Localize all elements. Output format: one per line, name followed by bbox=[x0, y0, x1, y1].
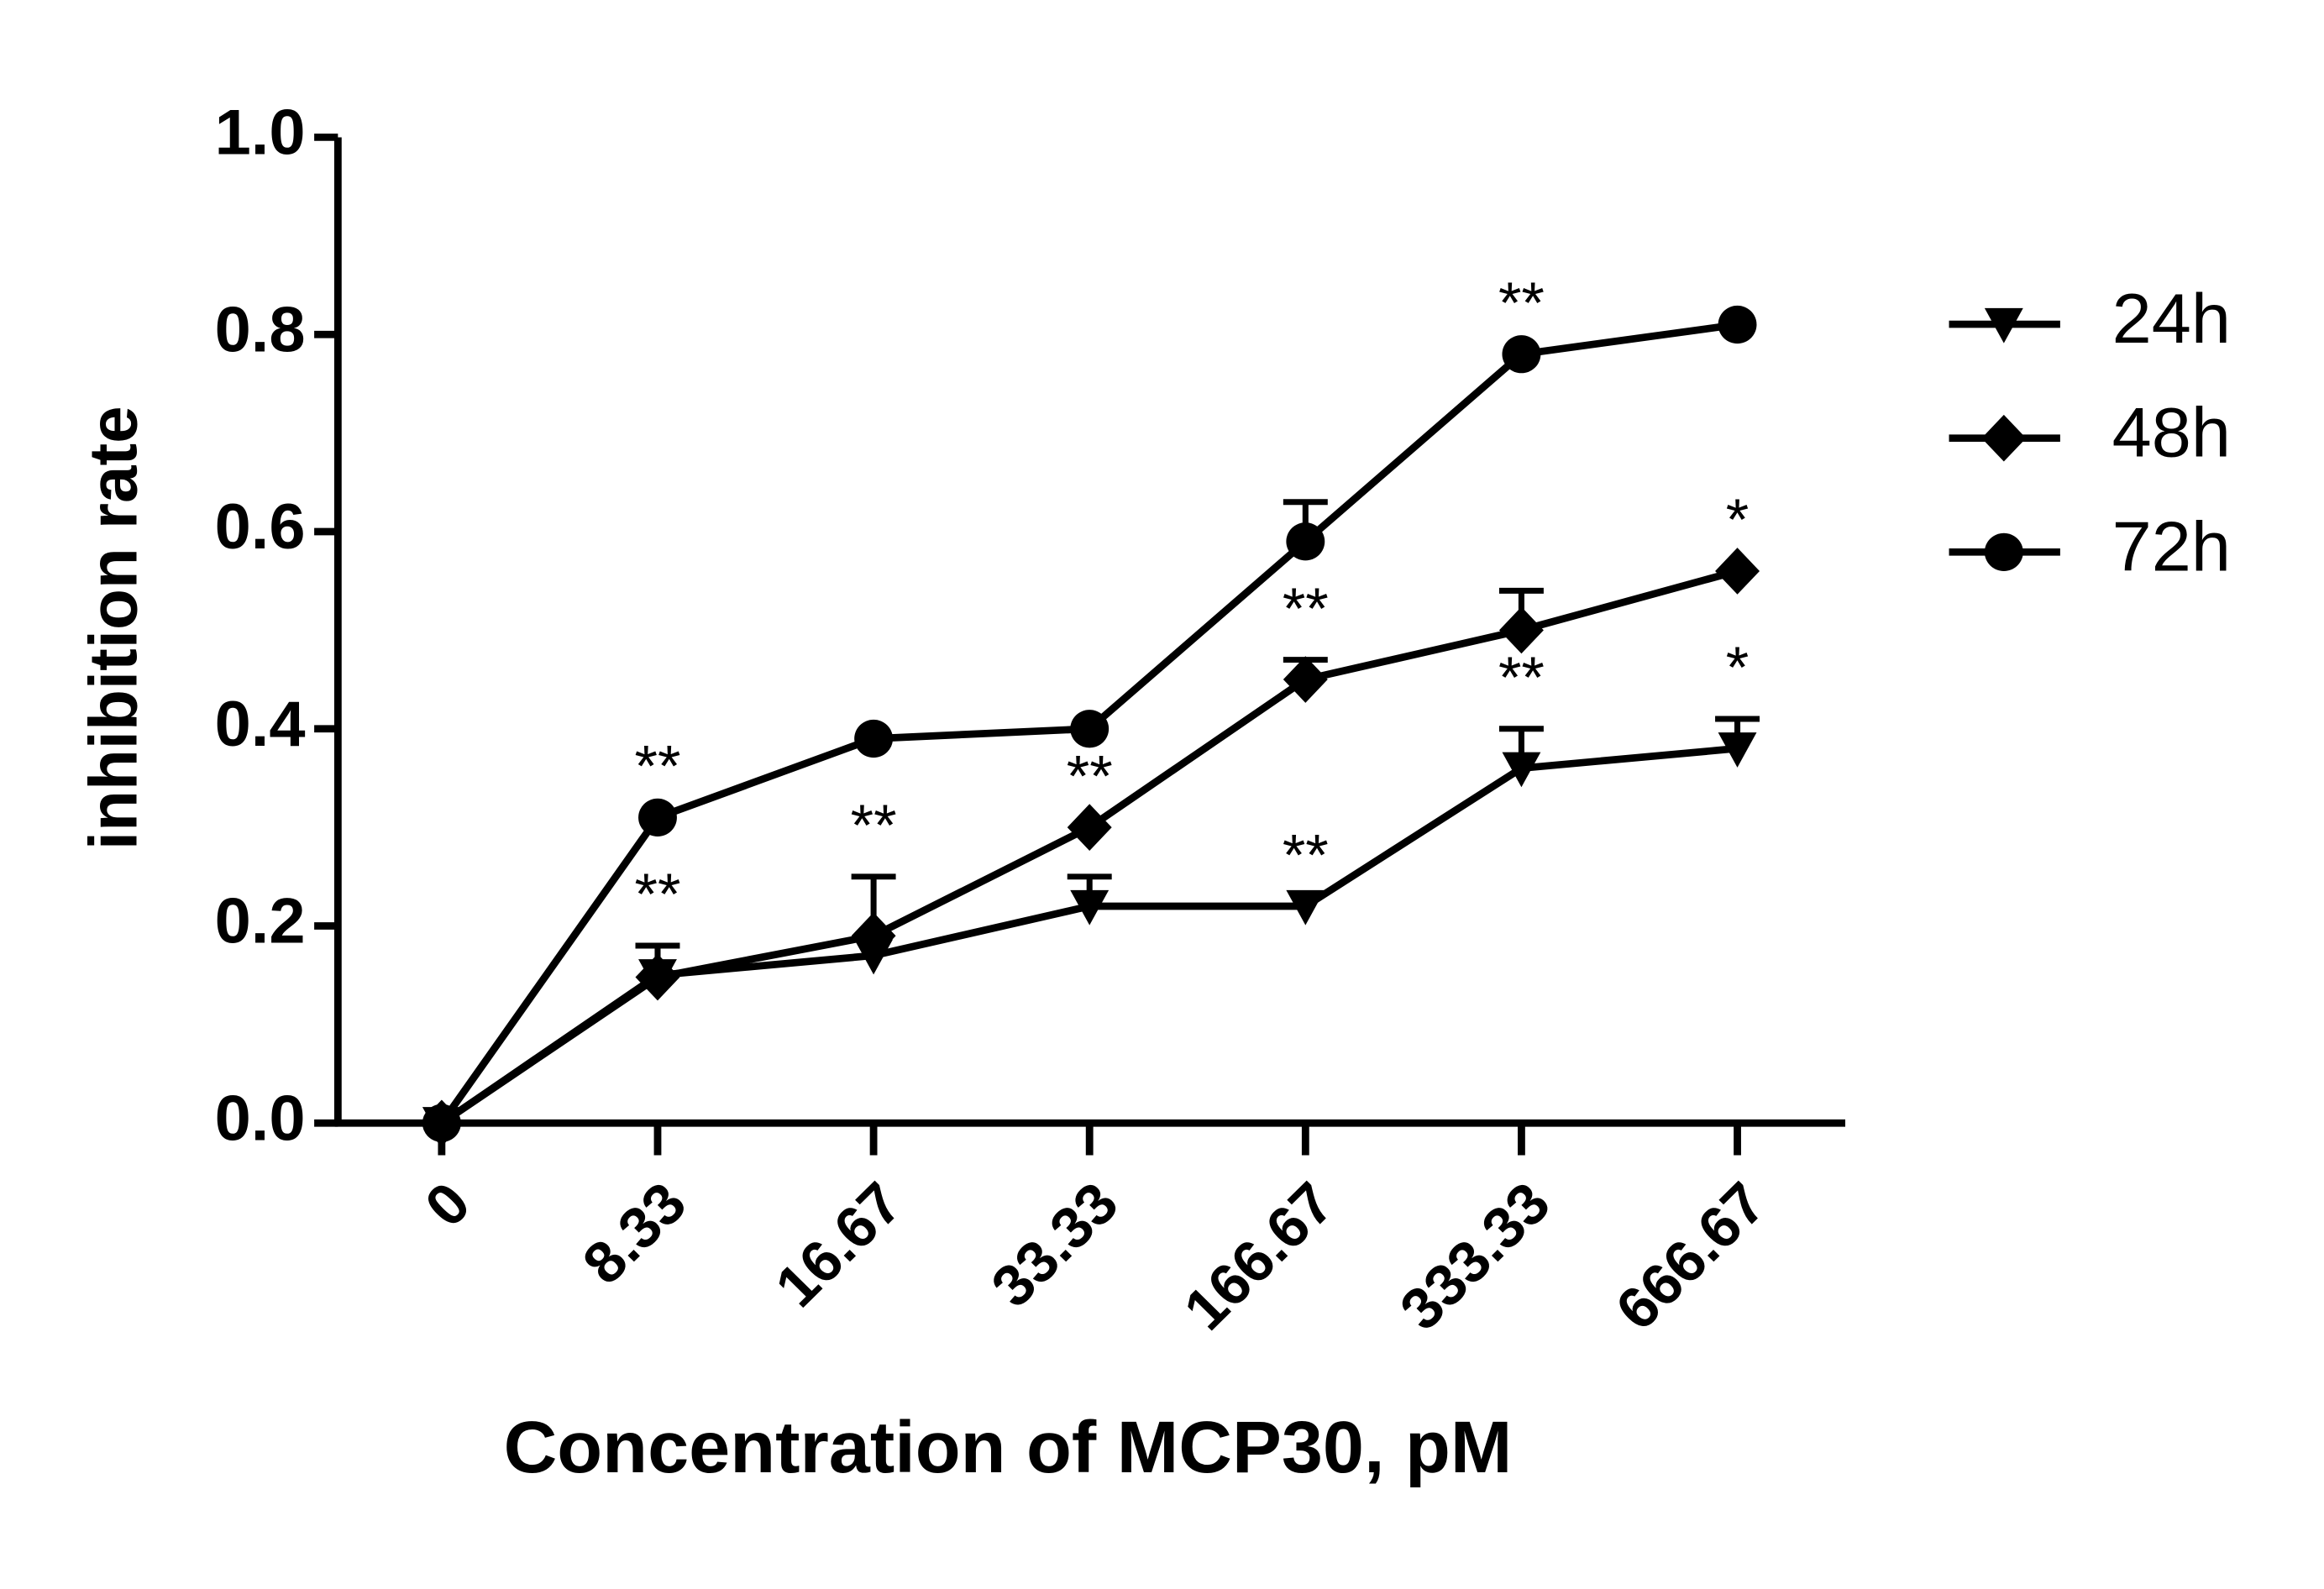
legend-label: 72h bbox=[2112, 507, 2231, 585]
annotation: ** bbox=[851, 793, 897, 857]
marker bbox=[854, 719, 894, 758]
marker bbox=[1286, 889, 1325, 926]
marker bbox=[1070, 889, 1110, 926]
annotation: ** bbox=[635, 862, 681, 926]
annotation: * bbox=[1726, 487, 1749, 552]
legend-label: 24h bbox=[2112, 280, 2231, 358]
y-tick-label: 1.0 bbox=[215, 97, 306, 168]
annotation: ** bbox=[1498, 270, 1545, 335]
annotation: ** bbox=[1283, 576, 1329, 641]
marker bbox=[1070, 710, 1110, 748]
y-tick-label: 0.4 bbox=[215, 688, 306, 759]
x-axis-label: Concentration of MCP30, pM bbox=[504, 1407, 1513, 1488]
y-axis-label: inhibition rate bbox=[76, 406, 152, 850]
annotation: ** bbox=[635, 734, 681, 799]
y-tick-label: 0.8 bbox=[215, 294, 306, 365]
annotation: ** bbox=[1067, 743, 1113, 808]
annotation: * bbox=[1726, 635, 1749, 700]
marker bbox=[635, 953, 680, 1001]
marker bbox=[1283, 656, 1328, 703]
legend-label: 48h bbox=[2112, 393, 2231, 471]
annotation: ** bbox=[1498, 645, 1545, 710]
y-tick-label: 0.6 bbox=[215, 491, 306, 563]
y-tick-label: 0.2 bbox=[215, 885, 306, 957]
marker bbox=[422, 1104, 461, 1142]
marker bbox=[1718, 305, 1757, 344]
marker bbox=[1715, 548, 1760, 595]
marker bbox=[1286, 522, 1325, 561]
marker bbox=[1498, 606, 1544, 654]
legend-marker bbox=[1981, 414, 2027, 462]
y-tick-label: 0.0 bbox=[215, 1083, 306, 1154]
annotation: ** bbox=[1283, 822, 1329, 887]
legend-marker bbox=[1984, 307, 2023, 343]
legend-marker bbox=[1984, 532, 2023, 571]
marker bbox=[1502, 335, 1541, 374]
marker bbox=[1502, 752, 1541, 788]
marker bbox=[1718, 732, 1757, 768]
marker bbox=[638, 798, 677, 836]
